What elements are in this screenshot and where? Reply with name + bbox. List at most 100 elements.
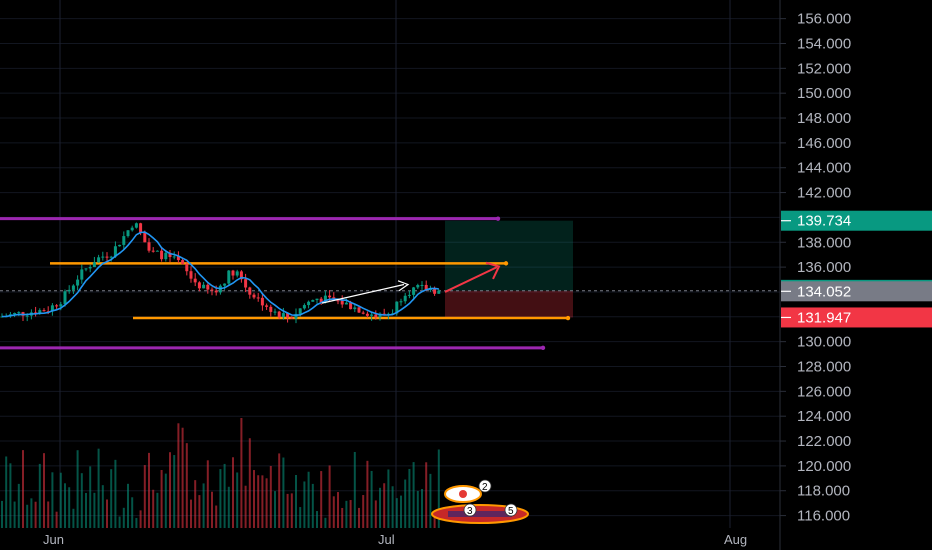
volume-bar	[114, 459, 117, 528]
candle-body	[50, 305, 54, 312]
price-tick-label: 124.000	[797, 408, 851, 425]
trend-arrowhead-white	[397, 280, 410, 292]
candle-body	[323, 295, 327, 303]
price-tag-label: 131.947	[797, 309, 851, 326]
volume-bar	[110, 469, 113, 528]
volume-bar	[59, 472, 62, 528]
moving-average-line	[1, 231, 439, 318]
price-tick-label: 152.000	[797, 60, 851, 77]
volume-bar	[236, 472, 239, 528]
candle-body	[67, 289, 71, 292]
time-label-aug: Aug	[724, 532, 747, 547]
candle-body	[202, 284, 206, 289]
support-line-handle	[540, 345, 546, 351]
candle-body	[294, 313, 298, 319]
volume-bar	[85, 492, 87, 528]
volume-bar	[122, 507, 125, 528]
volume-bar	[408, 468, 411, 528]
candle-body	[353, 307, 357, 310]
candle-body	[227, 270, 231, 284]
candle-body	[302, 305, 306, 309]
volume-bar	[282, 457, 285, 528]
candle-body	[80, 269, 84, 280]
channel-upper-line-handle	[503, 261, 509, 266]
volume-bar	[370, 470, 373, 528]
candle-body	[189, 271, 193, 279]
volume-bar	[194, 480, 197, 528]
candle-body	[55, 305, 59, 307]
candle-body	[143, 232, 147, 243]
candle-body	[437, 290, 441, 294]
volume-bar	[261, 475, 264, 528]
candle-body	[193, 278, 197, 283]
volume-bar	[278, 453, 281, 528]
candle-body	[286, 313, 290, 318]
volume-bar	[160, 469, 163, 528]
candle-body	[139, 223, 143, 233]
candle-body	[63, 291, 67, 305]
candle-body	[88, 267, 92, 269]
candle-body	[17, 312, 21, 314]
candle-body	[269, 306, 273, 312]
candle-body	[38, 310, 42, 314]
volume-bar	[244, 485, 247, 528]
candle-body	[59, 304, 63, 307]
price-tick-label: 150.000	[797, 85, 851, 102]
volume-bar	[299, 507, 302, 528]
volume-bar	[156, 492, 159, 528]
candle-body	[424, 284, 428, 291]
volume-bar	[429, 473, 432, 528]
volume-bar	[173, 455, 176, 528]
candle-body	[155, 250, 159, 252]
volume-bar	[400, 495, 402, 528]
candle-body	[407, 294, 411, 296]
volume-bar	[366, 460, 369, 528]
resistance-line-handle	[495, 216, 501, 221]
economic-events[interactable]: 2 3 5	[431, 479, 529, 524]
candle-body	[84, 268, 88, 270]
volume-bar	[269, 465, 272, 528]
candle-body	[223, 283, 227, 286]
candle-body	[97, 257, 101, 263]
volume-bar	[26, 504, 29, 528]
candle-body	[273, 311, 277, 313]
candle-body	[336, 300, 340, 302]
volume-bar	[211, 491, 213, 528]
volume-bar	[295, 475, 297, 528]
price-tick-label: 122.000	[797, 433, 851, 450]
candle-body	[340, 300, 344, 305]
channel-lower-line-handle	[565, 315, 571, 321]
volume-bar	[106, 499, 108, 528]
price-tick-label: 136.000	[797, 259, 851, 276]
candle-body	[109, 256, 113, 258]
volume-bar	[425, 462, 428, 528]
target-arrow-red	[444, 266, 498, 293]
volume-bar	[169, 452, 171, 528]
volume-bar	[240, 418, 243, 528]
candle-body	[349, 302, 353, 310]
volume-bar	[47, 501, 50, 528]
candle-body	[344, 302, 348, 305]
price-tick-label: 128.000	[797, 358, 851, 375]
candle-body	[214, 290, 218, 293]
volume-bar	[257, 475, 260, 528]
candle-body	[101, 256, 105, 258]
candle-body	[210, 289, 214, 291]
candle-body	[172, 256, 176, 258]
candle-body	[126, 230, 130, 237]
volume-bar	[190, 499, 192, 528]
volume-bar	[43, 453, 45, 528]
candle-body	[122, 236, 126, 245]
candle-body	[277, 311, 281, 318]
volume-bar	[34, 501, 37, 528]
volume-bar	[316, 511, 318, 528]
volume-bar	[286, 493, 289, 528]
price-axis[interactable]: 156.000 154.000 152.000 150.000 148.000 146.0…	[780, 11, 851, 525]
drawn-levels[interactable]	[0, 216, 780, 351]
candle-body	[206, 284, 210, 290]
time-axis[interactable]: Jun Jul Aug	[43, 532, 747, 547]
volume-bar	[215, 505, 218, 528]
volume-bar	[311, 483, 314, 528]
volume-bar	[97, 448, 100, 528]
